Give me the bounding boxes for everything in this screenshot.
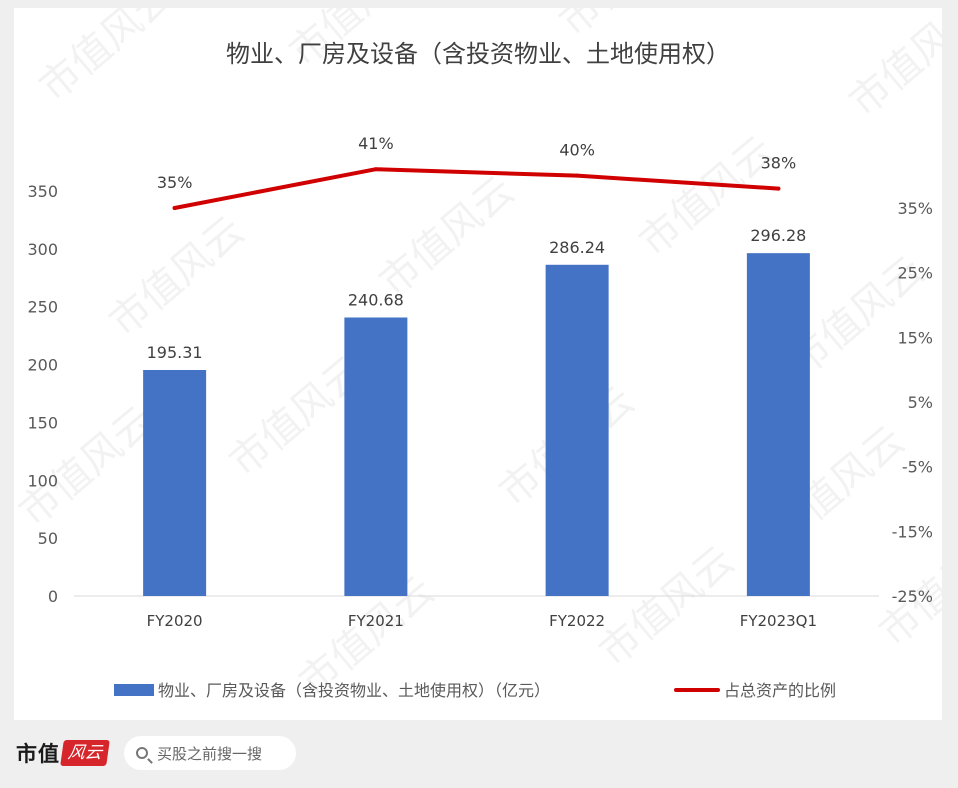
- x-tick-label: FY2023Q1: [740, 612, 817, 630]
- line-data-label: 35%: [157, 173, 193, 192]
- legend-bar-swatch: [114, 684, 154, 696]
- chart-title: 物业、厂房及设备（含投资物业、土地使用权）: [226, 40, 730, 68]
- bar-data-label: 286.24: [549, 238, 605, 257]
- bar: [746, 253, 810, 596]
- y-left-tick-label: 350: [27, 182, 58, 201]
- line-data-label: 38%: [761, 154, 797, 173]
- y-left-tick-label: 50: [38, 529, 58, 548]
- search-box[interactable]: 买股之前搜一搜: [124, 736, 296, 770]
- brand-text: 市值: [16, 741, 60, 766]
- ratio-point: [373, 167, 378, 172]
- bar-data-label: 240.68: [348, 290, 404, 309]
- line-data-label: 41%: [358, 134, 394, 153]
- ratio-point: [776, 186, 781, 191]
- y-left-tick-label: 250: [27, 298, 58, 317]
- x-tick-label: FY2021: [348, 612, 404, 630]
- y-right-tick-label: 25%: [897, 264, 933, 283]
- ratio-line: [172, 167, 781, 210]
- bar: [344, 317, 408, 596]
- footer-bar: 市值 风云 买股之前搜一搜: [0, 720, 958, 788]
- y-right-tick-label: 5%: [908, 393, 933, 412]
- y-left-tick-label: 100: [27, 471, 58, 490]
- chart-card: 市值风云 市值风云 市值风云 市值风云 市值风云 市值风云 市值风云 市值风云 市值风云 市值风云…: [14, 8, 942, 720]
- y-right-tick-label: 35%: [897, 199, 933, 218]
- ratio-point: [575, 173, 580, 178]
- watermark-text: 市值风云: [371, 168, 523, 306]
- brand-seal: 风云: [60, 740, 110, 766]
- bar: [143, 369, 207, 596]
- watermark-text: 市值风云: [101, 208, 253, 346]
- x-tick-label: FY2022: [549, 612, 605, 630]
- search-icon: [136, 747, 148, 759]
- y-right-tick-label: -15%: [892, 522, 933, 541]
- y-left-tick-label: 300: [27, 240, 58, 259]
- watermark-text: 市值风云: [591, 538, 743, 676]
- watermark-text: 市值风云: [31, 8, 183, 111]
- bar: [545, 264, 609, 596]
- legend-bar-label: 物业、厂房及设备（含投资物业、土地使用权）（亿元）: [158, 681, 550, 700]
- legend-line-label: 占总资产的比例: [724, 681, 836, 700]
- y-right-tick-label: -25%: [892, 587, 933, 606]
- bar-data-label: 296.28: [750, 226, 806, 245]
- y-left-tick-label: 0: [48, 587, 58, 606]
- y-right-tick-label: 15%: [897, 328, 933, 347]
- y-left-tick-label: 150: [27, 413, 58, 432]
- brand-logo[interactable]: 市值 风云: [16, 736, 110, 770]
- bar-data-label: 195.31: [147, 343, 203, 362]
- watermark-text: 市值风云: [841, 8, 942, 126]
- y-left-tick-label: 200: [27, 356, 58, 375]
- y-right-tick-label: -5%: [902, 458, 933, 477]
- x-tick-label: FY2020: [147, 612, 203, 630]
- search-placeholder: 买股之前搜一搜: [157, 744, 263, 763]
- ratio-point: [172, 206, 177, 210]
- line-data-label: 40%: [559, 141, 595, 160]
